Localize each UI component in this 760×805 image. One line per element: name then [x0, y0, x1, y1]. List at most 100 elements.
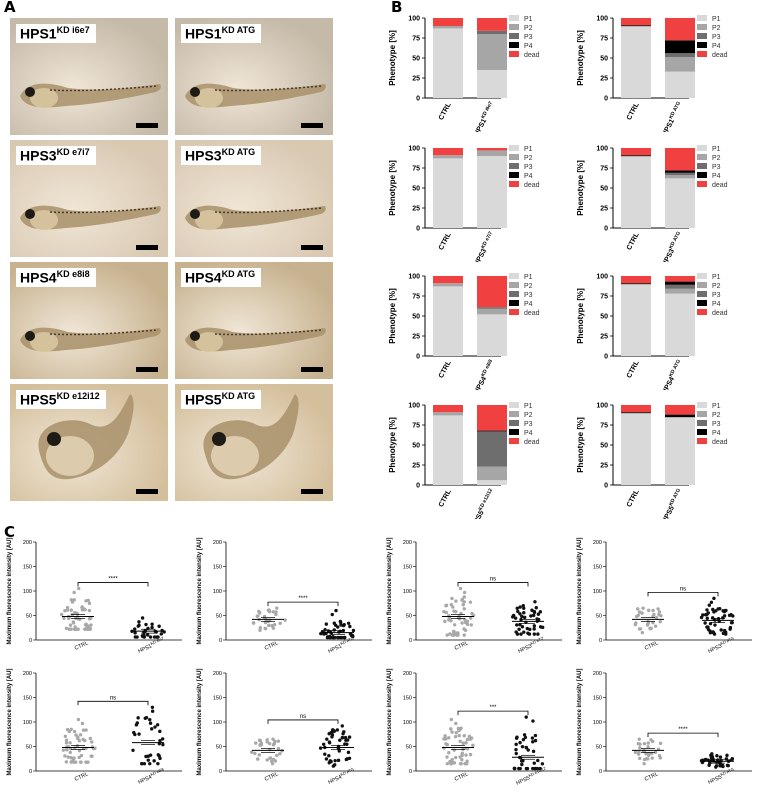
x-tick-label-gene: CTRL — [626, 359, 641, 379]
y-axis-label: Maximum fluorescence intensity [AU] — [7, 537, 13, 644]
data-point — [537, 617, 541, 622]
x-tick-label: CTRL — [438, 488, 453, 508]
data-point — [471, 743, 475, 748]
data-point — [148, 721, 153, 725]
data-point — [722, 628, 727, 633]
photo-label: HPS5KD ATG — [181, 390, 262, 409]
fluorescence-dot-plot: Maximum fluorescence intensity [AU] 0 50 10… — [387, 668, 562, 787]
data-point — [455, 631, 459, 636]
bar-segment-p1 — [477, 480, 507, 485]
data-point — [652, 612, 656, 617]
data-point — [522, 606, 526, 611]
data-point — [332, 621, 337, 625]
x-tick-label: HPS1KD i6e7 — [472, 101, 497, 132]
data-point — [646, 745, 650, 749]
data-point — [700, 760, 705, 765]
data-point — [161, 742, 165, 747]
y-tick-label: 50 — [406, 614, 412, 620]
data-point — [159, 632, 163, 636]
data-point — [65, 747, 69, 752]
data-point — [265, 758, 269, 762]
data-point — [529, 614, 533, 618]
data-point — [518, 740, 522, 745]
data-point — [326, 629, 331, 633]
data-point — [325, 635, 330, 640]
data-point — [633, 622, 638, 627]
zebrafish-photo: HPS1KD i6e7 — [10, 18, 168, 135]
data-point — [90, 745, 95, 749]
data-point — [658, 756, 663, 760]
data-point — [152, 635, 157, 639]
legend-label: P1 — [524, 146, 533, 153]
data-point — [540, 762, 545, 766]
data-point — [525, 626, 529, 631]
phenotype-stacked-bar-chart: Phenotype [%] 0 25 50 75 100 CTRL HPS1KD i6e7 P1… — [388, 15, 540, 132]
bar-segment-dead — [621, 148, 651, 156]
data-point — [730, 620, 734, 625]
data-point — [271, 737, 275, 741]
legend-swatch — [509, 300, 519, 306]
legend-swatch — [697, 429, 707, 435]
y-tick-label: 200 — [403, 540, 412, 546]
bar-segment-p4 — [477, 430, 507, 432]
data-point — [71, 621, 76, 625]
data-point — [145, 633, 150, 637]
legend-label: P2 — [524, 283, 533, 290]
data-point — [351, 628, 356, 633]
data-point — [533, 733, 538, 738]
y-tick-label: 0 — [604, 226, 608, 233]
bar-segment-p1 — [621, 284, 651, 356]
data-point — [524, 715, 528, 719]
data-point — [711, 630, 715, 634]
data-point — [142, 761, 147, 766]
data-point — [150, 709, 155, 713]
data-point — [275, 606, 279, 610]
x-tick-label-gene: HPS3 — [473, 248, 488, 262]
data-point — [271, 610, 275, 614]
data-point — [77, 586, 81, 591]
bar-segment-p2 — [665, 175, 695, 179]
data-point — [148, 761, 152, 766]
y-tick-label: 75 — [600, 423, 608, 430]
data-point — [77, 755, 81, 760]
data-point — [70, 759, 74, 764]
zebrafish-photo: HPS3KD e7i7 — [10, 140, 168, 257]
legend-swatch — [509, 291, 519, 297]
zebrafish-larva-icon — [185, 83, 326, 108]
y-tick-label: 100 — [403, 720, 412, 726]
data-point — [134, 723, 139, 727]
bar-segment-p2 — [621, 156, 651, 157]
data-point — [347, 756, 352, 760]
legend-swatch — [697, 24, 707, 30]
data-point — [267, 741, 272, 746]
x-tick-label-gene: HPS5 — [471, 510, 486, 519]
data-point — [136, 624, 140, 628]
x-tick-label-gene: CTRL — [454, 640, 470, 652]
x-tick-label-gene: CTRL — [438, 359, 453, 379]
data-point — [515, 606, 519, 610]
data-point — [638, 746, 642, 750]
data-point — [444, 610, 448, 615]
data-point — [150, 705, 155, 709]
data-point — [70, 600, 75, 604]
data-point — [443, 734, 447, 738]
data-point — [722, 614, 727, 618]
data-point — [83, 627, 87, 631]
data-point — [66, 755, 70, 759]
data-point — [64, 741, 69, 745]
legend-swatch — [697, 300, 707, 306]
y-tick-label: 0 — [604, 96, 608, 103]
data-point — [469, 623, 473, 627]
y-axis-label: Maximum fluorescence intensity [AU] — [577, 537, 583, 644]
data-point — [81, 728, 86, 732]
photo-label-gene: HPS5 — [20, 391, 57, 408]
legend-swatch — [509, 145, 519, 151]
data-point — [253, 741, 258, 745]
data-point — [642, 741, 647, 746]
legend-swatch — [509, 33, 519, 39]
zebrafish-larva-icon — [20, 327, 161, 352]
legend-label: P2 — [524, 412, 533, 419]
bar-segment-p2 — [665, 288, 695, 294]
data-point — [346, 621, 351, 625]
fluorescence-dot-plot: Maximum fluorescence intensity [AU] 0 50 10… — [387, 537, 562, 655]
